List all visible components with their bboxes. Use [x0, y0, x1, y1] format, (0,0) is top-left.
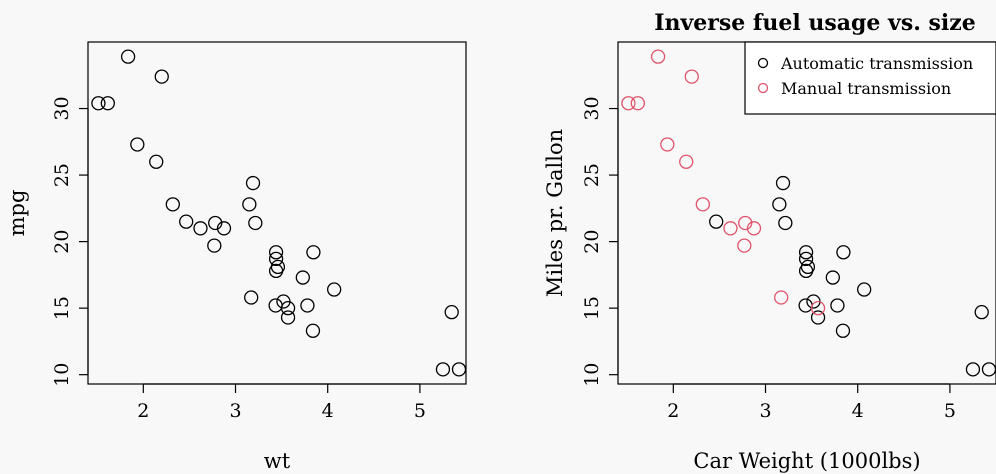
y-tick-label: 15: [581, 296, 603, 320]
data-point: [295, 270, 310, 285]
y-tick-label: 15: [51, 296, 73, 320]
points: [91, 49, 467, 377]
y-tick-label: 10: [51, 363, 73, 387]
data-point: [248, 215, 263, 231]
y-tick-label: 25: [581, 163, 603, 187]
left-scatter-panel: 2 3 4 5 10 15 20 25 30 wt mpg: [5, 41, 467, 473]
data-point: [280, 300, 296, 316]
data-point: [327, 282, 342, 297]
y-axis-title: mpg: [5, 190, 29, 237]
data-point: [660, 137, 675, 152]
data-point: [798, 251, 814, 267]
data-point: [810, 310, 826, 325]
data-point: [208, 215, 223, 231]
x-axis: 2 3 4 5: [667, 383, 956, 422]
data-point: [100, 96, 115, 111]
x-tick-label: 2: [137, 400, 149, 422]
data-point: [965, 362, 981, 377]
data-point: [830, 298, 845, 313]
x-tick-label: 4: [322, 400, 334, 422]
data-point: [798, 298, 813, 313]
data-point: [268, 263, 284, 279]
legend-label-automatic: Automatic transmission: [780, 54, 973, 73]
data-point: [444, 304, 459, 320]
y-axis-title: Miles pr. Gallon: [543, 129, 567, 297]
legend-label-manual: Manual transmission: [781, 79, 951, 98]
data-point: [268, 298, 283, 313]
data-point: [451, 362, 467, 377]
data-point: [778, 215, 793, 231]
y-tick-label: 10: [581, 363, 603, 387]
x-tick-label: 4: [852, 400, 864, 422]
data-point: [193, 221, 208, 236]
y-axis: 10 15 20 25 30: [581, 96, 619, 387]
x-axis: 2 3 4 5: [137, 383, 426, 422]
data-point: [630, 96, 645, 111]
x-tick-label: 3: [229, 400, 241, 422]
data-point: [650, 49, 666, 64]
data-point: [300, 298, 315, 313]
data-point: [798, 263, 814, 279]
data-point: [179, 214, 194, 229]
data-point: [709, 214, 724, 229]
data-point: [435, 362, 451, 377]
y-tick-label: 20: [581, 230, 603, 254]
data-point: [835, 323, 851, 338]
x-axis-title: wt: [264, 449, 291, 473]
y-tick-label: 30: [581, 96, 603, 120]
data-point: [695, 197, 710, 212]
data-point: [621, 96, 636, 111]
data-point: [798, 245, 814, 260]
data-point: [836, 245, 851, 260]
data-point: [974, 304, 989, 320]
plot-frame: [87, 41, 467, 385]
right-scatter-panel: 2 3 4 5 10 15 20 25 30 Inverse fuel usage vs. s…: [543, 10, 996, 473]
data-point: [268, 245, 284, 260]
data-point: [723, 221, 738, 236]
data-point: [149, 154, 164, 169]
x-tick-label: 5: [944, 400, 956, 422]
data-point: [154, 69, 169, 84]
data-point: [775, 175, 791, 191]
data-point: [242, 197, 257, 212]
x-axis-title: Car Weight (1000lbs): [693, 449, 920, 473]
data-point: [207, 238, 222, 253]
legend-box: [744, 41, 996, 115]
data-point: [857, 282, 872, 297]
data-point: [165, 197, 180, 212]
data-point: [737, 238, 752, 253]
data-point: [746, 221, 762, 236]
data-point: [305, 323, 321, 338]
legend: Automatic transmission Manual transmissi…: [744, 41, 996, 115]
data-point: [244, 290, 259, 305]
data-point: [679, 154, 694, 169]
chart-title: Inverse fuel usage vs. size: [654, 10, 976, 36]
data-point: [216, 221, 232, 236]
legend-marker-manual: [757, 82, 769, 94]
data-point: [306, 245, 321, 260]
data-point: [268, 251, 284, 267]
x-tick-label: 2: [667, 400, 679, 422]
legend-marker-automatic: [757, 57, 769, 69]
data-point: [774, 290, 789, 305]
y-tick-label: 20: [51, 230, 73, 254]
data-point: [981, 362, 996, 377]
x-tick-label: 3: [759, 400, 771, 422]
data-point: [130, 137, 145, 152]
data-point: [810, 300, 826, 316]
data-point: [91, 96, 106, 111]
data-point: [280, 310, 296, 325]
data-point: [245, 175, 261, 191]
y-tick-label: 25: [51, 163, 73, 187]
y-tick-label: 30: [51, 96, 73, 120]
points: [621, 49, 996, 377]
data-point: [120, 49, 136, 64]
data-point: [684, 69, 699, 84]
data-point: [772, 197, 787, 212]
y-axis: 10 15 20 25 30: [51, 96, 89, 387]
data-point: [738, 215, 753, 231]
data-point: [825, 270, 840, 285]
x-tick-label: 5: [414, 400, 426, 422]
